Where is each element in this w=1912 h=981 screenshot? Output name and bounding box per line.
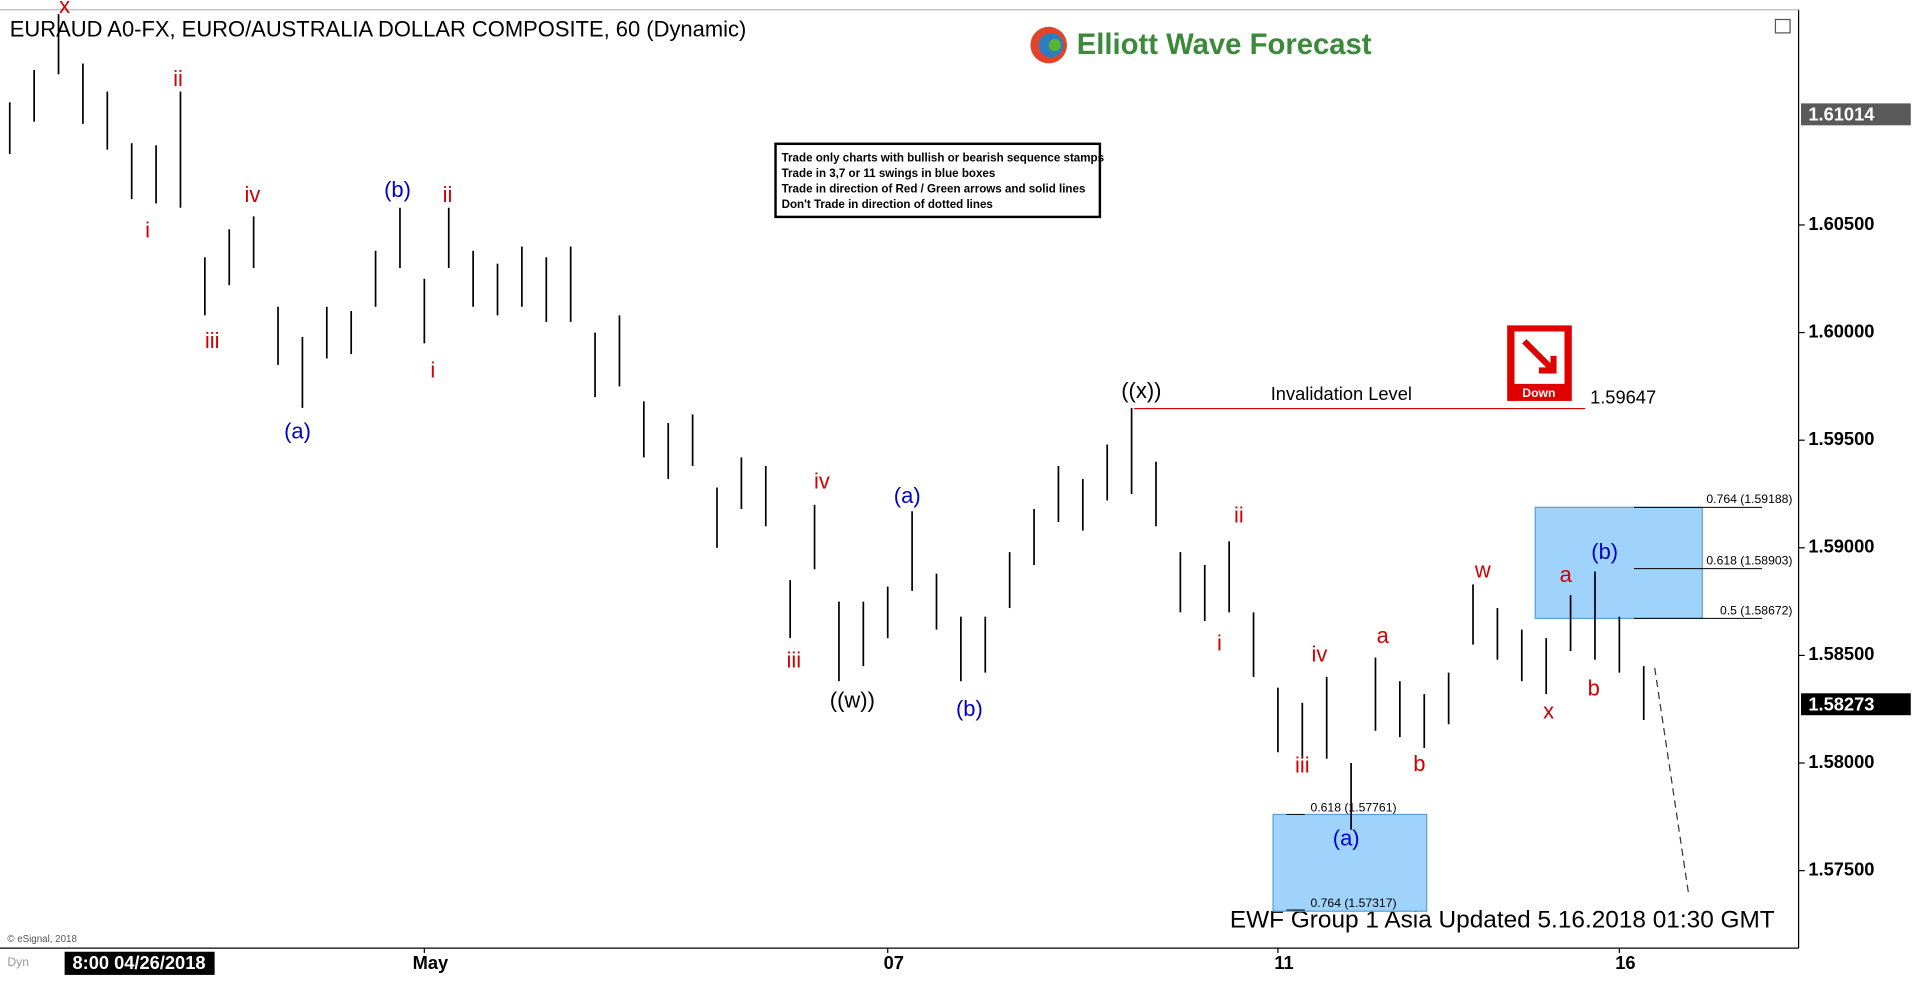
wave-label: ii bbox=[173, 66, 183, 91]
wave-label: x bbox=[1543, 699, 1554, 724]
cursor-box bbox=[64, 951, 215, 975]
wave-label: ii bbox=[1234, 503, 1244, 528]
footer: EWF Group 1 Asia Updated 5.16.2018 01:30… bbox=[1230, 907, 1775, 934]
fib-label: 0.618 (1.57761) bbox=[1310, 801, 1396, 815]
price-marker bbox=[1801, 103, 1911, 126]
chart-title: EURAUD A0-FX, EURO/AUSTRALIA DOLLAR COMP… bbox=[10, 16, 747, 41]
y-tick-label: 1.60000 bbox=[1808, 320, 1874, 341]
wave-label: b bbox=[1588, 676, 1600, 701]
wave-label: iii bbox=[787, 648, 802, 673]
brand: Elliott Wave Forecast bbox=[1077, 29, 1372, 61]
x-tick-label: 8:00 04/26/2018 bbox=[72, 952, 205, 973]
wave-label: x bbox=[59, 0, 70, 18]
wave-label: iv bbox=[1311, 641, 1327, 666]
fib-label: 0.5 (1.58672) bbox=[1720, 603, 1793, 617]
fib-label: 0.764 (1.59188) bbox=[1706, 492, 1792, 506]
wave-label: a bbox=[1560, 562, 1573, 587]
y-tick-label: 1.59000 bbox=[1808, 536, 1874, 557]
wave-label: (b) bbox=[384, 177, 411, 202]
window-button[interactable] bbox=[1774, 18, 1791, 34]
wave-label: iv bbox=[814, 468, 830, 493]
wave-label: a bbox=[1377, 623, 1390, 648]
wave-label: w bbox=[1474, 557, 1491, 582]
wave-label: (b) bbox=[1591, 539, 1618, 564]
wave-label: i bbox=[145, 217, 150, 242]
invalidation-label: Invalidation Level bbox=[1271, 383, 1412, 404]
target-box bbox=[1534, 506, 1703, 619]
wave-label: (a) bbox=[1333, 825, 1360, 850]
signal-label: Down bbox=[1522, 386, 1555, 400]
down-signal: Down bbox=[1507, 325, 1572, 401]
wave-label: ((w)) bbox=[830, 688, 875, 713]
wave-label: iv bbox=[244, 182, 260, 207]
y-tick-label: 1.58500 bbox=[1808, 643, 1874, 664]
wave-label: (a) bbox=[284, 418, 311, 443]
rule-text: Trade in direction of Red / Green arrows… bbox=[782, 183, 1086, 195]
wave-label: iii bbox=[1295, 752, 1310, 777]
projection-line bbox=[1654, 667, 1690, 896]
wave-label: ii bbox=[443, 182, 453, 207]
rule-text: Trade only charts with bullish or bearis… bbox=[782, 152, 1104, 164]
signal-arrow bbox=[1522, 339, 1557, 374]
x-tick-label: 07 bbox=[884, 952, 904, 973]
wave-label: ((x)) bbox=[1121, 378, 1161, 403]
y-tick-label: 1.57500 bbox=[1808, 858, 1874, 879]
x-tick-label: 16 bbox=[1615, 952, 1635, 973]
price-marker-label: 1.58273 bbox=[1808, 693, 1874, 714]
wave-label: i bbox=[1217, 630, 1222, 655]
rules-box bbox=[774, 142, 1102, 219]
target-box bbox=[1272, 813, 1428, 912]
price-marker-label: 1.61014 bbox=[1808, 103, 1875, 124]
copyright: © eSignal, 2018 bbox=[7, 934, 77, 945]
logo: Elliott Wave Forecast bbox=[1030, 26, 1372, 64]
mode: Dyn bbox=[7, 955, 29, 969]
wave-label: i bbox=[430, 357, 435, 382]
invalidation-value: 1.59647 bbox=[1590, 387, 1656, 408]
wave-label: (b) bbox=[956, 696, 983, 721]
y-tick-label: 1.60500 bbox=[1808, 213, 1874, 234]
price-marker bbox=[1801, 693, 1911, 716]
fib-label: 0.764 (1.57317) bbox=[1310, 896, 1396, 910]
wave-label: b bbox=[1413, 751, 1425, 776]
wave-label: iii bbox=[205, 328, 220, 353]
fib-label: 0.618 (1.58903) bbox=[1706, 554, 1792, 568]
x-tick-label: 11 bbox=[1274, 952, 1293, 973]
y-tick-label: 1.59500 bbox=[1808, 428, 1874, 449]
wave-label: (a) bbox=[894, 483, 921, 508]
y-tick-label: 1.58000 bbox=[1808, 751, 1874, 772]
x-tick-label: May bbox=[413, 952, 449, 973]
logo-icon bbox=[1048, 38, 1061, 52]
rule-text: Trade in 3,7 or 11 swings in blue boxes bbox=[782, 168, 996, 180]
rule-text: Don't Trade in direction of dotted lines bbox=[782, 199, 993, 211]
rules-frame bbox=[774, 142, 1102, 219]
